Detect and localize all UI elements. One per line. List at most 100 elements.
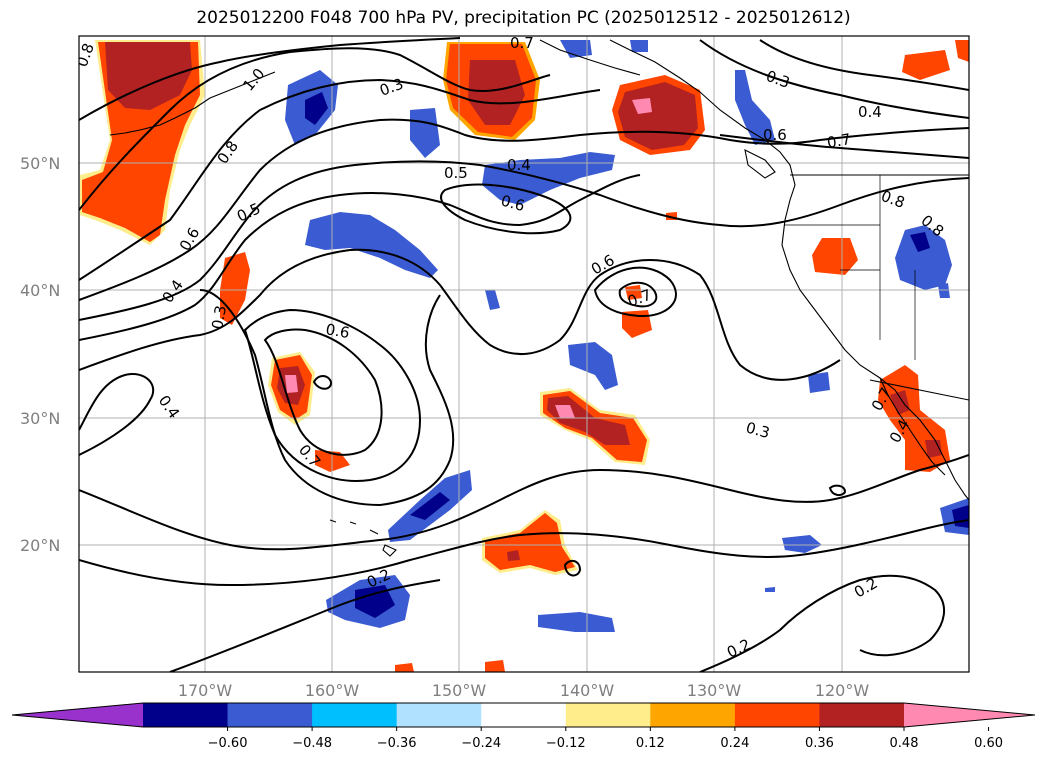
precip-positive-area [468,60,525,125]
precip-negative-area [305,212,438,278]
vancouver-island [744,149,776,179]
colorbar-tick-label: −0.36 [377,736,417,751]
precip-positive-area [485,513,575,572]
precip-positive-area [625,285,642,300]
map-frame [78,35,970,673]
pv-contour-line [169,579,441,672]
precip-positive-area [105,42,192,110]
pv-contour-line [440,183,572,235]
precip-negative-area [782,535,822,553]
colorbar-extend-low [12,703,143,727]
pv-contour-line [699,574,945,672]
pv-contour-line [79,373,155,456]
lat-label: 20°N [20,536,60,555]
colorbar-outline [11,702,1036,728]
colorbar-tick-label: 0.48 [890,736,919,751]
precip-positive-area [812,238,858,275]
precip-positive-area [395,663,414,672]
precip-positive-area [632,98,652,114]
contour-label: 0.4 [858,103,882,121]
latitude-labels: 50°N 40°N 30°N 20°N [20,154,60,555]
colorbar-tick-label: 0.36 [805,736,834,751]
pv-contour-line [719,134,969,159]
precip-positive-area [955,40,969,62]
pv-contour-line [243,308,422,482]
contour-label: 0.6 [324,320,351,342]
precip-positive-area [890,390,910,415]
precip-negative-area [808,372,830,393]
colorbar: −0.60 −0.48 −0.36 −0.24 −0.12 0.12 0.24 0.36 0.4… [11,702,1036,751]
pv-contours [79,37,969,672]
precip-negative-area [630,40,648,52]
colorbar-segment [143,703,229,727]
colorbar-tick-label: −0.24 [461,736,501,751]
precip-positive-area [555,405,575,418]
lon-label: 160°W [305,681,360,700]
pv-contour-line [79,248,841,381]
lat-label: 30°N [20,409,60,428]
contour-label: 0.7 [826,130,853,152]
precip-negative-area [410,492,450,520]
map-title: 2025012200 F048 700 hPa PV, precipitatio… [196,8,851,28]
lon-label: 170°W [178,681,233,700]
baja-peninsula-coastline [879,377,946,476]
colorbar-segment [734,703,820,727]
precip-negative-area [568,342,618,390]
precip-negative-area [735,70,775,145]
precip-negative-area [538,612,615,632]
colorbar-extend-high [904,703,1035,727]
colorbar-segment [227,703,313,727]
precip-negative-area [560,40,592,58]
pv-contour-line [79,78,601,281]
precip-negative-area [305,92,328,125]
pv-contour-line [699,39,969,119]
precipitation-shading [80,40,969,672]
pv-contour-line [79,519,969,587]
lon-label: 140°W [560,681,615,700]
aleutian-islands [109,71,276,136]
precip-negative-area [765,587,775,592]
hawaii-islands [329,519,397,557]
precip-negative-area [910,232,930,252]
contour-label: 0.6 [499,191,527,215]
pv-contour-line [312,375,333,390]
contour-label: 0.4 [507,156,531,174]
precip-positive-area [622,310,652,338]
precip-negative-area [355,585,395,618]
contour-label: 0.3 [208,304,230,331]
precip-negative-area [482,152,615,205]
pv-contour-line [79,37,461,121]
pv-contour-line [79,160,969,321]
colorbar-tick-label: −0.12 [546,736,586,751]
contour-label: 0.3 [744,418,772,442]
lon-label: 150°W [432,681,487,700]
state-border [840,269,881,340]
pv-contour-line [828,484,847,497]
colorbar-segment [312,703,398,727]
lat-label: 40°N [20,281,60,300]
colorbar-tick-label: 0.60 [974,736,1003,751]
lon-label: 130°W [687,681,742,700]
pv-contour-line [199,289,455,507]
longitude-labels: 170°W 160°W 150°W 140°W 130°W 120°W [178,681,870,700]
colorbar-tick-label: 0.24 [720,736,749,751]
colorbar-segment [819,703,905,727]
pv-contour-line [618,281,658,308]
contour-label: 0.6 [763,126,787,144]
colorbar-tick-label: 0.12 [636,736,665,751]
lat-label: 50°N [20,154,60,173]
precip-positive-area [902,50,950,80]
contour-label: 0.7 [510,34,534,52]
pv-contour-line [79,47,551,211]
colorbar-segment [565,703,651,727]
pv-contour-line [563,559,582,577]
precip-positive-area [507,550,520,561]
precip-positive-area [485,660,505,672]
pv-contour-line [263,328,383,456]
pv-contour-line [79,174,641,341]
lon-label: 120°W [815,681,870,700]
precip-negative-area [485,290,500,310]
colorbar-segment [481,703,567,727]
colorbar-segment [396,703,482,727]
